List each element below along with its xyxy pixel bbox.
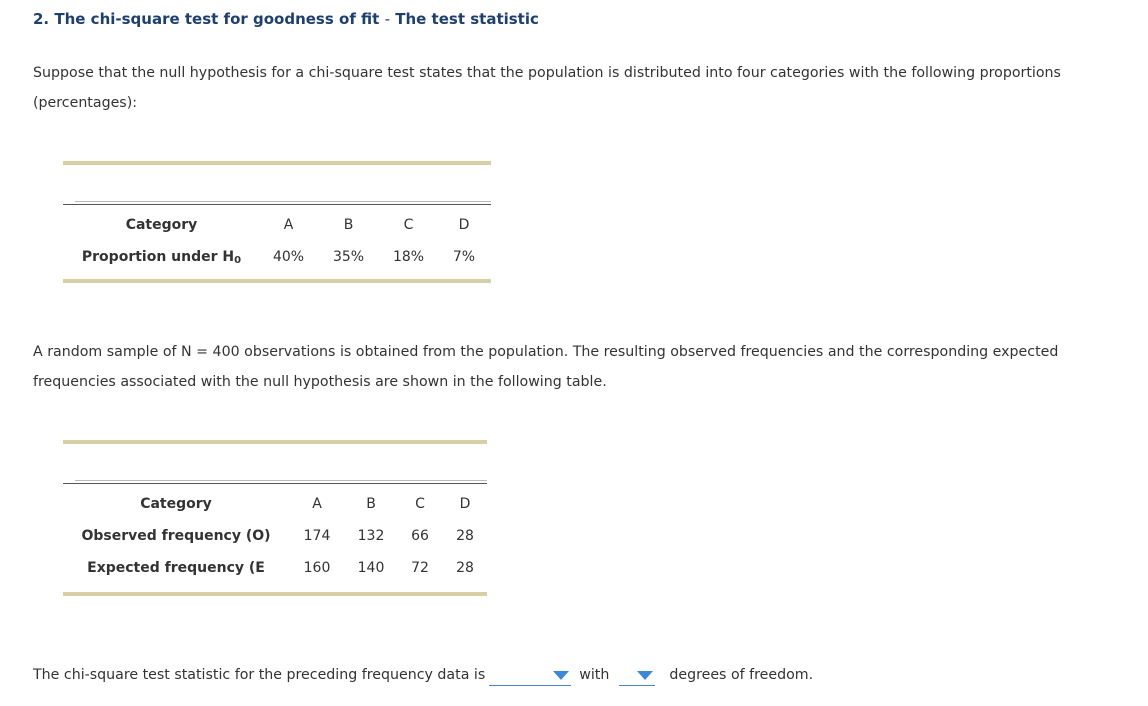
dropdown-arrow-icon[interactable]: [553, 671, 570, 680]
question-title-main: The chi-square test for goodness of fit: [54, 10, 380, 28]
answer-middle: with: [579, 667, 610, 683]
observed-a: 174: [303, 528, 331, 544]
table-row: Expected frequency (E 160 140 72 28: [63, 552, 487, 584]
proportion-label-text: Proportion under H: [81, 248, 235, 265]
table-divider: [63, 483, 487, 484]
category-header: Category: [140, 496, 212, 512]
question-number: 2.: [33, 10, 50, 28]
answer-suffix: degrees of freedom.: [669, 667, 814, 683]
table-header-row: Category A B C D: [63, 209, 491, 241]
category-a: A: [312, 496, 322, 512]
category-header: Category: [125, 217, 198, 233]
category-d: D: [458, 217, 470, 233]
proportion-b: 35%: [332, 249, 365, 265]
question-title-sub: The test statistic: [395, 10, 539, 28]
table-divider: [63, 204, 491, 205]
proportions-data-table: Category A B C D Proportion under H0 40%…: [63, 209, 491, 273]
category-c: C: [415, 496, 425, 512]
degrees-of-freedom-dropdown[interactable]: [619, 665, 656, 686]
title-separator: -: [384, 10, 391, 28]
observed-b: 132: [357, 528, 385, 544]
category-b: B: [343, 217, 354, 233]
answer-prefix: The chi-square test statistic for the pr…: [33, 667, 486, 683]
table-row: Proportion under H0 40% 35% 18% 7%: [63, 241, 491, 273]
chi-square-statistic-dropdown[interactable]: [489, 665, 572, 686]
expected-a: 160: [303, 560, 331, 576]
proportion-a: 40%: [272, 249, 305, 265]
expected-c: 72: [411, 560, 429, 576]
proportion-label-subscript: 0: [234, 254, 242, 266]
observed-c: 66: [411, 528, 429, 544]
intro-paragraph: Suppose that the null hypothesis for a c…: [33, 65, 1061, 111]
sample-paragraph: A random sample of N = 400 observations …: [33, 344, 1059, 390]
table-header-row: Category A B C D: [63, 488, 487, 520]
table-top-rule: [63, 161, 491, 165]
expected-d: 28: [456, 560, 474, 576]
table-bottom-rule: [63, 592, 487, 596]
category-d: D: [459, 496, 471, 512]
observed-d: 28: [456, 528, 474, 544]
category-a: A: [283, 217, 294, 233]
proportion-d: 7%: [452, 249, 476, 265]
frequencies-table: Category A B C D Observed frequency (O) …: [63, 440, 487, 596]
table-top-rule: [63, 440, 487, 444]
category-c: C: [403, 217, 414, 233]
table-divider: [75, 480, 487, 481]
observed-row-label: Observed frequency (O): [81, 528, 271, 544]
proportion-row-label: Proportion under H0: [63, 241, 260, 273]
expected-b: 140: [357, 560, 385, 576]
question-title: 2. The chi-square test for goodness of f…: [33, 10, 539, 28]
proportions-table: Category A B C D Proportion under H0 40%…: [63, 161, 491, 283]
category-b: B: [366, 496, 376, 512]
table-divider: [75, 201, 491, 202]
expected-row-label: Expected frequency (E: [87, 560, 265, 576]
dropdown-arrow-icon[interactable]: [637, 671, 654, 680]
frequencies-data-table: Category A B C D Observed frequency (O) …: [63, 488, 487, 584]
table-bottom-rule: [63, 279, 491, 283]
table-row: Observed frequency (O) 174 132 66 28: [63, 520, 487, 552]
proportion-c: 18%: [392, 249, 425, 265]
answer-line: The chi-square test statistic for the pr…: [33, 664, 813, 686]
